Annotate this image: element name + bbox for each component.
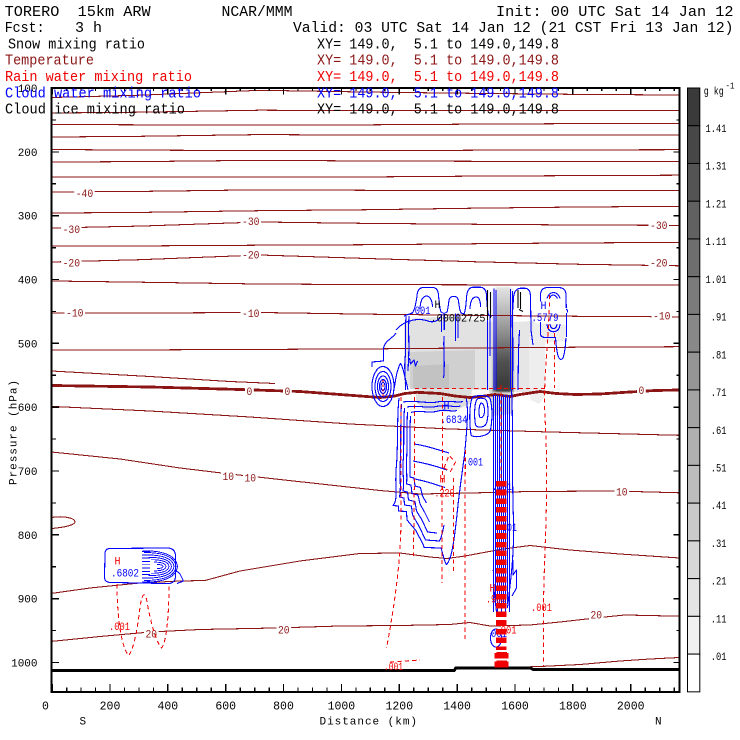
svg-text:.91: .91 (711, 313, 727, 325)
svg-text:-30: -30 (650, 221, 668, 233)
svg-text:-10: -10 (653, 312, 671, 324)
svg-text:200: 200 (18, 148, 38, 160)
svg-text:XY= 149.0, 5.1 to 149.0,149.8: XY= 149.0, 5.1 to 149.0,149.8 (317, 85, 559, 102)
svg-text:10: 10 (616, 488, 628, 500)
svg-text:Valid: 03 UTC Sat 14 Jan 12 (2: Valid: 03 UTC Sat 14 Jan 12 (21 CST Fri … (293, 20, 734, 37)
svg-text:10: 10 (245, 474, 257, 486)
svg-text:.01: .01 (711, 652, 727, 664)
svg-text:1.21: 1.21 (706, 199, 727, 211)
svg-text:Cloud water mixing ratio: Cloud water mixing ratio (5, 85, 201, 102)
svg-text:Fcst:: Fcst: (5, 20, 45, 37)
svg-text:700: 700 (18, 467, 38, 479)
svg-text:N: N (655, 717, 662, 729)
svg-text:.41: .41 (711, 501, 727, 513)
svg-text:Cloud ice mixing ratio: Cloud ice mixing ratio (5, 102, 185, 119)
svg-text:1000: 1000 (11, 658, 37, 670)
svg-text:.11: .11 (711, 614, 727, 626)
svg-text:800: 800 (18, 531, 38, 543)
svg-text:1800: 1800 (559, 701, 587, 714)
svg-text:Temperature: Temperature (5, 53, 94, 70)
svg-text:.51: .51 (711, 464, 727, 476)
svg-text:-40: -40 (76, 189, 94, 201)
svg-text:1600: 1600 (501, 701, 529, 714)
svg-text:1200: 1200 (385, 701, 413, 714)
svg-text:100: 100 (18, 84, 38, 96)
svg-text:.6834: .6834 (441, 415, 468, 427)
svg-text:H: H (435, 300, 441, 312)
svg-text:900: 900 (18, 595, 38, 607)
svg-text:Init: 00 UTC Sat 14 Jan 12: Init: 00 UTC Sat 14 Jan 12 (496, 4, 734, 21)
svg-text:.00002725: .00002725 (431, 314, 486, 326)
svg-text:TORERO 15km ARW: TORERO 15km ARW (5, 4, 151, 21)
svg-text:Snow mixing ratio: Snow mixing ratio (8, 36, 145, 53)
svg-text:1400: 1400 (443, 701, 471, 714)
svg-text:.6802: .6802 (111, 569, 139, 581)
svg-text:H: H (440, 475, 446, 487)
svg-text:2000: 2000 (617, 701, 645, 714)
svg-text:1.11: 1.11 (706, 237, 727, 249)
svg-text:-30: -30 (63, 225, 81, 237)
svg-text:.001: .001 (463, 458, 483, 470)
svg-text:3 h: 3 h (75, 20, 102, 37)
svg-text:400: 400 (18, 276, 38, 288)
svg-text:-20: -20 (650, 259, 668, 271)
svg-text:-10: -10 (66, 309, 84, 321)
svg-text:200: 200 (100, 701, 121, 714)
svg-text:20: 20 (146, 630, 158, 642)
svg-text:NCAR/MMM: NCAR/MMM (222, 4, 293, 21)
svg-text:-20: -20 (242, 251, 260, 263)
svg-text:-30: -30 (242, 217, 260, 229)
svg-text:10: 10 (223, 472, 235, 484)
svg-text:-20: -20 (63, 259, 81, 271)
svg-text:400: 400 (157, 701, 178, 714)
svg-text:300: 300 (18, 212, 38, 224)
svg-text:1.31: 1.31 (706, 162, 727, 174)
svg-text:0: 0 (42, 701, 49, 714)
svg-text:g kg: g kg (704, 87, 724, 99)
svg-text:XY= 149.0, 5.1 to 149.0,149.8: XY= 149.0, 5.1 to 149.0,149.8 (317, 69, 559, 86)
svg-text:1.41: 1.41 (706, 124, 727, 136)
svg-text:S: S (80, 717, 87, 729)
svg-text:.001: .001 (496, 626, 517, 638)
svg-text:.001: .001 (531, 603, 552, 615)
svg-text:.001: .001 (410, 306, 431, 318)
svg-text:800: 800 (273, 701, 294, 714)
svg-text:20: 20 (591, 611, 603, 623)
svg-text:XY= 149.0, 5.1 to 149.0,149.8: XY= 149.0, 5.1 to 149.0,149.8 (317, 102, 559, 119)
svg-text:600: 600 (18, 403, 38, 415)
svg-text:20: 20 (278, 626, 290, 638)
svg-text:600: 600 (215, 701, 236, 714)
svg-text:.220: .220 (435, 489, 455, 501)
svg-text:0: 0 (247, 387, 253, 399)
svg-text:H: H (490, 584, 496, 596)
svg-text:.988: .988 (486, 595, 506, 607)
svg-text:H: H (115, 557, 121, 569)
svg-text:0: 0 (639, 386, 645, 398)
svg-text:.71: .71 (711, 388, 727, 400)
svg-text:.81: .81 (711, 350, 727, 362)
svg-text:Pressure (hPa): Pressure (hPa) (9, 379, 21, 485)
svg-text:-10: -10 (242, 309, 260, 321)
svg-text:XY= 149.0, 5.1 to 149.0,149.8: XY= 149.0, 5.1 to 149.0,149.8 (317, 53, 559, 70)
svg-text:Rain water mixing ratio: Rain water mixing ratio (5, 69, 192, 86)
svg-text:-1: -1 (726, 82, 735, 92)
svg-text:H: H (444, 401, 450, 413)
svg-text:.001: .001 (384, 662, 403, 674)
svg-text:.5779: .5779 (532, 313, 559, 325)
svg-text:.21: .21 (711, 577, 727, 589)
svg-text:.31: .31 (711, 539, 727, 551)
svg-text:.61: .61 (711, 426, 727, 438)
svg-text:.001: .001 (109, 622, 130, 634)
svg-text:1.01: 1.01 (706, 275, 727, 287)
svg-text:1000: 1000 (328, 701, 356, 714)
svg-text:Distance (km): Distance (km) (320, 717, 419, 729)
svg-text:0: 0 (285, 387, 291, 399)
svg-text:500: 500 (18, 339, 38, 351)
svg-text:XY= 149.0, 5.1 to 149.0,149.8: XY= 149.0, 5.1 to 149.0,149.8 (317, 36, 559, 53)
svg-text:H: H (541, 301, 547, 313)
